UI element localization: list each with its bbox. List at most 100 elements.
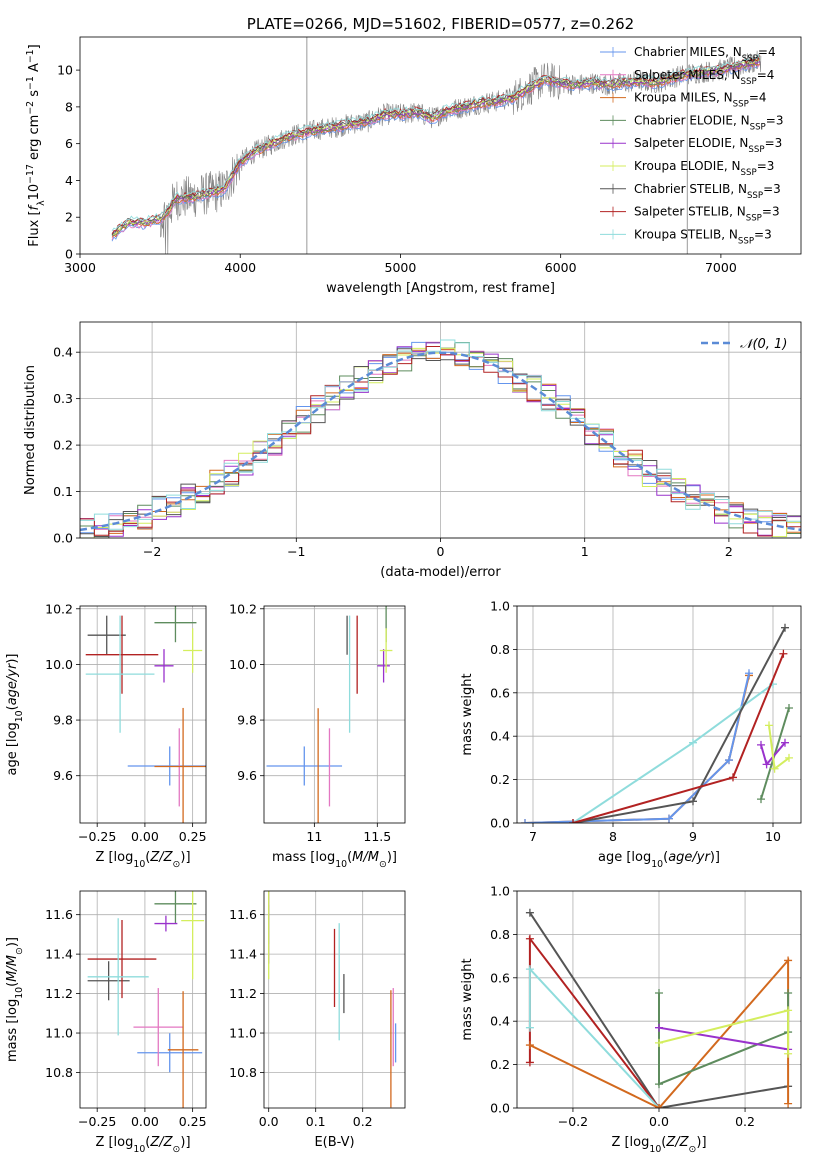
label-part: SSP xyxy=(738,236,754,246)
mass-vs-ebv-axes: 0.0 0.1 0.2 10.8 11.0 11.2 11.4 11.6 E(B-V) xyxy=(229,890,406,1150)
x-tick-label: 0.0 xyxy=(649,1114,669,1129)
label-part: M/M xyxy=(5,955,20,982)
histogram-series-8 xyxy=(80,339,801,530)
label-part: Kroupa MILES, N xyxy=(634,91,733,105)
label-part: SSP xyxy=(741,77,757,87)
label-part: Z [log xyxy=(611,1135,649,1150)
y-tick-label: 0.3 xyxy=(53,391,73,406)
label-part: mass [log xyxy=(272,850,335,865)
weight-marker xyxy=(757,795,765,804)
y-axis-label: mass [log10(M/M⊙)] xyxy=(5,937,25,1062)
label-part: 10 xyxy=(649,1144,661,1155)
label-part: ( xyxy=(663,850,668,865)
label-part: Z/Z xyxy=(149,1135,173,1150)
y-tick-label: 0.0 xyxy=(490,816,510,831)
y-tick-label: 10 xyxy=(57,63,73,78)
label-part: age/yr xyxy=(668,850,711,865)
y-tick-label: 2 xyxy=(65,210,73,225)
x-tick-label: 7 xyxy=(529,829,537,844)
y-axis-label: age [log10(age/yr)] xyxy=(5,653,25,775)
label-part: erg cm xyxy=(27,115,42,164)
x-tick-label: 0.00 xyxy=(131,829,159,844)
label-part: =3 xyxy=(763,182,781,196)
axes-frame xyxy=(516,605,802,824)
label-part: ( xyxy=(661,1135,666,1150)
label-part: ( xyxy=(347,850,352,865)
weight-marker xyxy=(689,738,697,747)
x-tick-label: 0.25 xyxy=(179,1114,207,1129)
legend-entry: Salpeter STELIB, NSSP=3 xyxy=(634,205,780,224)
axes-frame xyxy=(263,890,406,1109)
label-part: 10 xyxy=(335,859,347,870)
legend-entry: Salpeter ELODIE, NSSP=3 xyxy=(634,136,782,155)
y-tick-label: 11.0 xyxy=(45,1026,73,1041)
label-part: SSP xyxy=(742,54,758,64)
x-tick-label: 10 xyxy=(765,829,781,844)
weight-marker xyxy=(781,623,789,632)
chart-title: PLATE=0266, MJD=51602, FIBERID=0577, z=0… xyxy=(247,15,634,33)
y-tick-label: 0.2 xyxy=(53,438,73,453)
weight-marker xyxy=(525,1058,534,1067)
weight-marker xyxy=(525,965,534,974)
age-vs-mass-axes: 11 11.5 9.6 9.8 10.0 10.2 mass [log10(M/M⊙)] xyxy=(229,601,406,870)
label-part: ( xyxy=(5,705,20,710)
y-tick-label: 10.0 xyxy=(229,657,257,672)
weight-marker xyxy=(655,1104,663,1108)
normal-reference-curve xyxy=(80,351,801,532)
plot-area xyxy=(268,891,397,1108)
label-part: Kroupa STELIB, N xyxy=(634,227,738,241)
x-tick-label: 1 xyxy=(581,544,589,559)
axes-frame xyxy=(79,605,207,824)
label-part: ⊙ xyxy=(379,859,387,870)
y-tick-label: 0.2 xyxy=(490,772,510,787)
x-tick-label: 11 xyxy=(306,829,322,844)
x-tick-label: 3000 xyxy=(64,260,96,275)
model-line-3 xyxy=(111,60,761,236)
weight-marker xyxy=(785,753,793,762)
label-part: A xyxy=(27,63,42,76)
weight-line-0 xyxy=(524,675,750,823)
legend-entry: Kroupa ELODIE, NSSP=3 xyxy=(634,159,774,178)
weight-marker xyxy=(655,988,663,997)
weight-marker xyxy=(521,819,529,823)
y-tick-label: 9.6 xyxy=(237,768,257,783)
label-part: =3 xyxy=(765,136,783,150)
label-part: )] xyxy=(180,1135,190,1150)
label-part: =4 xyxy=(757,68,775,82)
weight-marker xyxy=(784,1006,793,1015)
weight-marker xyxy=(745,669,753,678)
label-part: Chabrier ELODIE, N xyxy=(634,113,750,127)
y-axis-label: mass weight xyxy=(460,958,475,1040)
label-part: 10 xyxy=(133,1144,145,1155)
label-part: ] xyxy=(27,44,42,49)
label-part: =3 xyxy=(754,227,772,241)
axes-frame xyxy=(79,321,802,539)
label-part: ⊙ xyxy=(173,1144,181,1155)
axes-frame xyxy=(79,890,207,1109)
legend-entry: Kroupa MILES, NSSP=4 xyxy=(634,91,767,110)
weight-line-2 xyxy=(528,966,660,1108)
y-tick-label: 1.0 xyxy=(490,599,510,614)
plot-area xyxy=(87,891,205,1108)
plot-area xyxy=(80,339,801,538)
y-tick-label: 9.8 xyxy=(53,713,73,728)
label-part: Flux [ xyxy=(27,210,42,246)
y-axis-label: Normed distribution xyxy=(23,365,38,495)
x-tick-label: 6000 xyxy=(545,260,577,275)
label-part: −17 xyxy=(25,164,36,184)
model-line-8 xyxy=(111,54,761,232)
y-tick-label: 0.1 xyxy=(53,484,73,499)
y-tick-label: 0 xyxy=(65,247,73,262)
label-part: SSP xyxy=(747,191,763,201)
weight-marker xyxy=(655,1038,663,1047)
label-part: λ xyxy=(36,200,47,206)
label-part: −1 xyxy=(25,76,36,90)
weight-marker xyxy=(757,740,765,749)
y-tick-label: 11.4 xyxy=(229,947,257,962)
weight-marker xyxy=(569,819,577,823)
y-tick-label: 0.8 xyxy=(490,927,510,942)
y-tick-label: 11.6 xyxy=(229,907,257,922)
label-part: ⊙ xyxy=(14,947,25,955)
